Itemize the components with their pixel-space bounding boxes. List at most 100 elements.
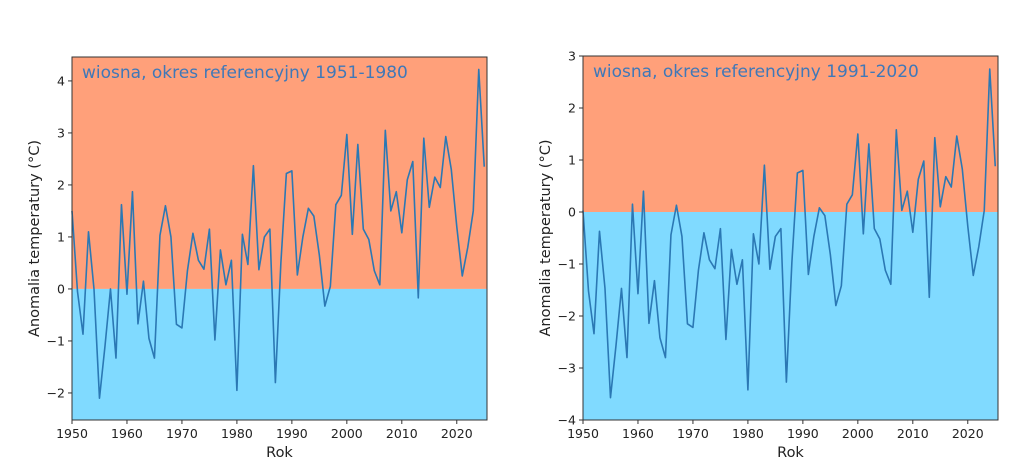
data-point-1996 (324, 305, 326, 307)
data-point-2000 (857, 133, 859, 135)
data-point-1966 (159, 234, 161, 236)
x-tick-label: 2020 (952, 426, 984, 441)
x-tick-label: 2020 (441, 426, 473, 441)
data-point-1971 (697, 269, 699, 271)
data-point-2016 (434, 176, 436, 178)
data-point-1951 (587, 290, 589, 292)
data-point-1962 (648, 322, 650, 324)
data-point-2006 (890, 283, 892, 285)
data-point-2011 (917, 178, 919, 180)
data-point-2017 (950, 186, 952, 188)
data-point-1970 (692, 326, 694, 328)
data-point-1998 (846, 203, 848, 205)
data-point-1973 (197, 259, 199, 261)
data-point-2019 (961, 168, 963, 170)
data-point-2003 (873, 227, 875, 229)
data-point-1957 (109, 288, 111, 290)
data-point-1976 (214, 339, 216, 341)
data-point-1957 (620, 287, 622, 289)
data-point-2014 (934, 136, 936, 138)
data-point-1982 (758, 263, 760, 265)
data-point-1972 (192, 232, 194, 234)
data-point-1994 (313, 215, 315, 217)
data-point-2004 (368, 238, 370, 240)
positive-anomaly-background (72, 57, 487, 289)
data-point-1974 (714, 267, 716, 269)
x-tick-label: 1970 (677, 426, 709, 441)
data-point-1985 (774, 235, 776, 237)
data-point-2010 (912, 231, 914, 233)
data-point-1975 (208, 228, 210, 230)
data-point-2001 (351, 233, 353, 235)
x-tick-label: 2010 (386, 426, 418, 441)
data-point-1989 (796, 172, 798, 174)
chart-panel-reference-1991-2020: 1950 1960 1970 1980 1990 2000 2010 2020 −4−3−2−… (538, 49, 999, 461)
data-point-2016 (945, 175, 947, 177)
data-point-2008 (390, 210, 392, 212)
y-axis-ticks: −2 −1 0 1 2 3 4 (47, 73, 72, 400)
data-point-2022 (467, 246, 469, 248)
data-point-1969 (686, 323, 688, 325)
data-point-2024 (989, 68, 991, 70)
data-point-2020 (456, 225, 458, 227)
plot-frame (582, 55, 999, 421)
data-point-2009 (906, 190, 908, 192)
data-point-1958 (626, 356, 628, 358)
y-tick-label: −1 (558, 257, 576, 272)
y-tick-label: 0 (57, 281, 65, 296)
data-point-1984 (258, 269, 260, 271)
data-point-1969 (175, 323, 177, 325)
data-point-1983 (252, 164, 254, 166)
data-point-1989 (285, 172, 287, 174)
x-axis-ticks: 1950 1960 1970 1980 1990 2000 2010 2020 (56, 420, 473, 441)
data-point-2012 (923, 160, 925, 162)
y-axis-label: Anomalia temperatury (°C) (538, 140, 554, 337)
data-point-2023 (983, 209, 985, 211)
chart-panel-reference-1951-1980: 1950 1960 1970 1980 1990 2000 2010 2020 −2 −1 0 1 2… (27, 56, 488, 461)
x-tick-label: 1990 (787, 426, 819, 441)
y-tick-label: 2 (568, 101, 576, 116)
data-point-1980 (236, 389, 238, 391)
y-tick-label: 4 (57, 73, 65, 88)
data-point-1979 (741, 259, 743, 261)
data-point-1998 (335, 203, 337, 205)
data-point-1992 (813, 235, 815, 237)
data-point-1978 (225, 284, 227, 286)
data-point-2007 (384, 129, 386, 131)
data-point-1985 (263, 236, 265, 238)
data-point-1987 (785, 381, 787, 383)
data-point-1988 (280, 262, 282, 264)
data-point-1996 (835, 304, 837, 306)
data-point-1990 (802, 169, 804, 171)
data-point-1991 (807, 273, 809, 275)
x-tick-label: 1960 (111, 426, 143, 441)
y-tick-label: −3 (558, 361, 576, 376)
negative-anomaly-background (72, 288, 487, 420)
data-point-1954 (93, 288, 95, 290)
negative-anomaly-background (583, 212, 998, 420)
data-point-1958 (115, 357, 117, 359)
data-point-1978 (736, 283, 738, 285)
data-point-2021 (461, 275, 463, 277)
x-axis-label: Rok (777, 445, 804, 461)
data-point-1963 (653, 279, 655, 281)
x-axis-label: Rok (266, 445, 293, 461)
data-point-1962 (137, 323, 139, 325)
data-point-1964 (148, 337, 150, 339)
data-point-2009 (395, 190, 397, 192)
y-tick-label: 1 (57, 229, 65, 244)
data-point-1967 (675, 204, 677, 206)
data-point-1964 (659, 337, 661, 339)
x-tick-label: 1950 (56, 426, 88, 441)
data-point-1977 (730, 248, 732, 250)
data-point-2014 (423, 137, 425, 139)
data-point-2025 (994, 165, 996, 167)
data-point-1981 (241, 233, 243, 235)
data-point-1975 (719, 227, 721, 229)
data-point-1977 (219, 249, 221, 251)
data-point-2011 (406, 179, 408, 181)
data-point-1965 (153, 357, 155, 359)
data-point-1999 (851, 194, 853, 196)
data-point-2019 (450, 168, 452, 170)
